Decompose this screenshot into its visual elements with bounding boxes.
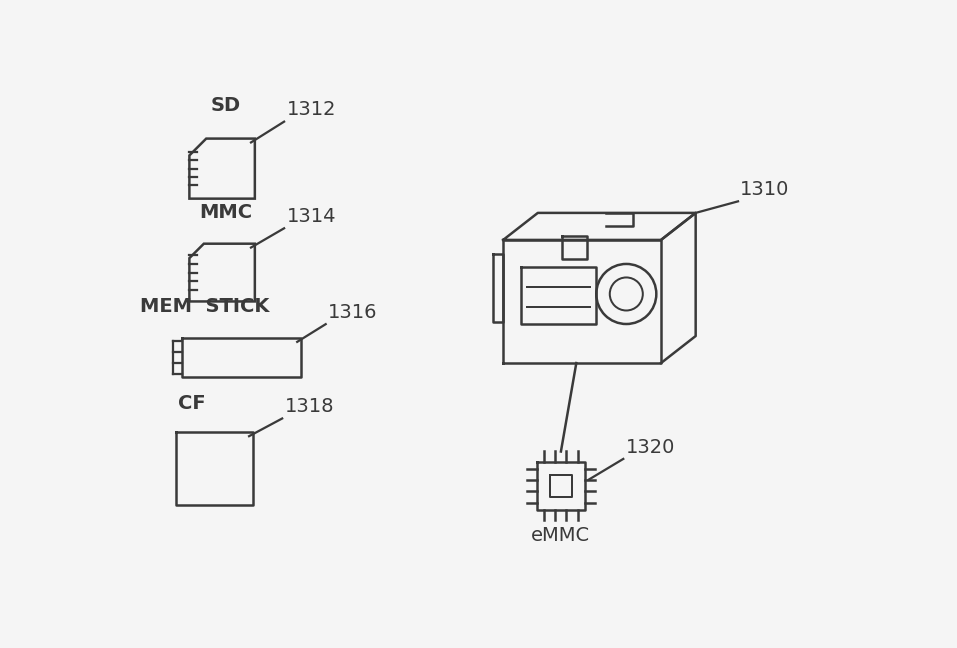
- Text: SD: SD: [211, 97, 241, 115]
- Text: MMC: MMC: [199, 203, 253, 222]
- Text: 1312: 1312: [286, 100, 336, 119]
- Text: MEM  STICK: MEM STICK: [140, 297, 270, 316]
- Text: eMMC: eMMC: [531, 526, 590, 546]
- Text: 1314: 1314: [286, 207, 336, 226]
- Text: 1320: 1320: [626, 438, 675, 457]
- Text: 1316: 1316: [328, 303, 377, 322]
- Text: 1310: 1310: [741, 180, 790, 199]
- Text: 1318: 1318: [284, 397, 334, 416]
- Text: CF: CF: [177, 394, 205, 413]
